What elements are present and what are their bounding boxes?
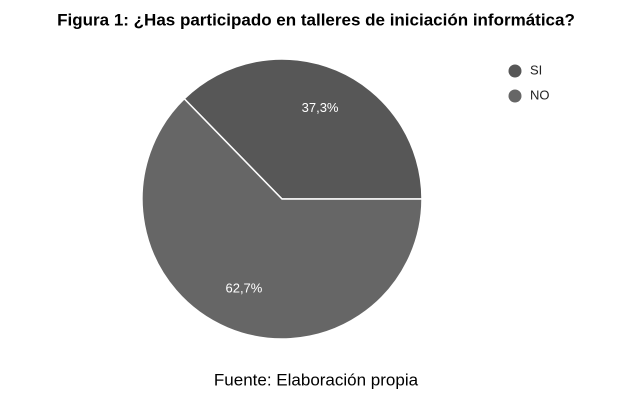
legend-marker bbox=[508, 89, 522, 103]
legend-label: NO bbox=[530, 87, 550, 102]
legend-label: SI bbox=[530, 62, 542, 77]
legend-marker bbox=[508, 64, 522, 78]
chart-title: Figura 1: ¿Has participado en talleres d… bbox=[57, 10, 575, 29]
source-note: Fuente: Elaboración propia bbox=[214, 370, 419, 389]
pie-slice bbox=[183, 58, 423, 200]
pie-slice bbox=[141, 97, 423, 340]
slice-label: 62,7% bbox=[225, 281, 262, 296]
slice-label: 37,3% bbox=[302, 100, 339, 115]
